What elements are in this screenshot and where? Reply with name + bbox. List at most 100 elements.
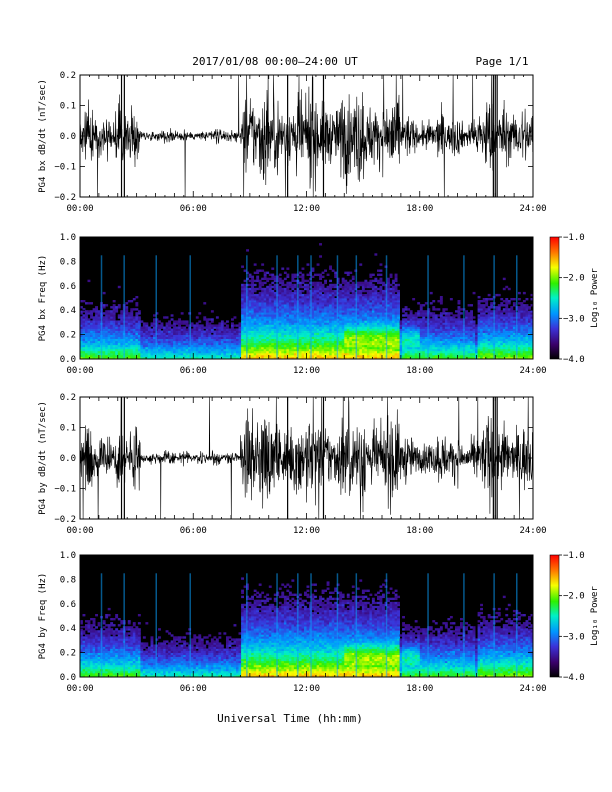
spectrogram-cell [158,330,161,333]
spectrogram-cell [485,304,489,307]
spectrogram-cell [306,298,310,301]
spectrogram-cell [238,334,242,337]
spectrogram-cell [183,342,187,346]
spectrogram-cell [377,318,380,321]
spectrogram-cell [331,291,335,295]
spectrogram-cell [495,334,499,337]
spectrogram-cell [414,346,418,350]
spectrogram-cell [112,352,116,356]
spectrogram-cell [115,322,119,325]
spectrogram-cell [130,322,134,325]
spectrogram-cell [195,348,199,352]
spectrogram-cell [505,328,509,331]
spectrogram-cell [193,342,197,346]
spectrogram-cell [364,357,368,360]
spectrogram-cell [371,298,375,301]
spectrogram-cell [112,316,116,319]
spectrogram-cell [505,306,509,309]
spectrogram-cell [356,342,360,346]
spectrogram-cell [389,350,393,354]
spectrogram-cell [382,289,385,293]
spectrogram-cell [173,334,176,337]
spectrogram-cell [243,332,247,335]
spectrogram-cell [359,291,363,295]
spectrogram-cell [125,336,129,339]
spectrogram-cell [361,285,365,289]
spectrogram-cell [334,328,338,331]
spectrogram-cell [231,340,234,344]
spectrogram-cell [359,328,363,331]
spectrogram-cell [112,304,116,307]
spectrogram-cell [130,350,134,354]
spectrogram-cell [153,340,156,344]
spectrogram-cell [306,334,310,337]
spectrogram-cell [236,354,239,358]
spectrogram-cell [223,352,227,356]
spectrogram-cell [497,334,501,337]
spectrogram-cell [153,346,156,350]
spectrogram-cell [97,332,101,335]
spectrogram-cell [236,350,239,354]
y-tick-label: 0.2 [60,71,76,81]
spectrogram-cell [291,332,295,335]
spectrogram-cell [487,342,491,346]
spectrogram-cell [371,287,375,291]
spectrogram-cell [291,310,295,313]
spectrogram-cell [339,318,343,321]
spectrogram-cell [198,348,202,352]
spectrogram-cell [153,328,156,331]
spectrogram-cell [311,310,315,313]
spectrogram-cell [457,330,461,333]
spectrogram-cell [404,352,408,356]
spectrogram-cell [117,342,121,346]
spectrogram-cell [387,277,390,281]
spectrogram-cell [263,298,267,301]
spectrogram-cell [490,312,494,315]
spectrogram-cell [404,350,408,354]
spectrogram-cell [92,340,96,344]
spectrogram-cell [298,306,302,309]
spectrogram-cell [387,287,390,291]
spectrogram-cell [324,322,327,325]
spectrogram-cell [97,348,101,352]
spectrogram-cell [288,310,292,313]
spectrogram-cell [351,322,355,325]
spectrogram-cell [485,338,489,342]
spectrogram-cell [394,289,398,293]
spectrogram-cell [482,298,486,301]
spectrogram-cell [248,340,252,344]
spectrogram-cell [125,326,129,329]
spectrogram-cell [266,298,270,301]
spectrogram-cell [339,320,343,323]
spectrogram-cell [208,350,212,354]
spectrogram-cell [298,275,302,278]
spectrogram-cell [389,273,393,276]
spectrogram-cell [90,357,93,360]
spectrogram-cell [286,342,290,346]
spectrogram-cell [243,306,247,309]
spectrogram-cell [80,330,83,333]
spectrogram-cell [200,338,204,342]
spectrogram-cell [165,334,169,337]
spectrogram-cell [457,338,461,342]
spectrogram-cell [92,342,96,346]
spectrogram-cell [487,336,491,339]
spectrogram-cell [510,342,514,346]
spectrogram-cell [105,322,109,325]
spectrogram-cell [220,350,224,354]
spectrogram-cell [238,348,242,352]
spectrogram-cell [364,312,368,315]
spectrogram-cell [117,350,121,354]
spectrogram-cell [387,340,390,344]
spectrogram-cell [261,336,265,339]
spectrogram-cell [369,348,373,352]
spectrogram-cell [115,320,119,323]
spectrogram-cell [316,296,320,299]
spectrogram-cell [319,342,322,346]
spectrogram-cell [392,310,395,313]
spectrogram-cell [490,342,494,346]
spectrogram-cell [457,326,461,329]
spectrogram-cell [480,322,483,325]
spectrogram-cell [361,346,365,350]
spectrogram-cell [366,314,370,317]
